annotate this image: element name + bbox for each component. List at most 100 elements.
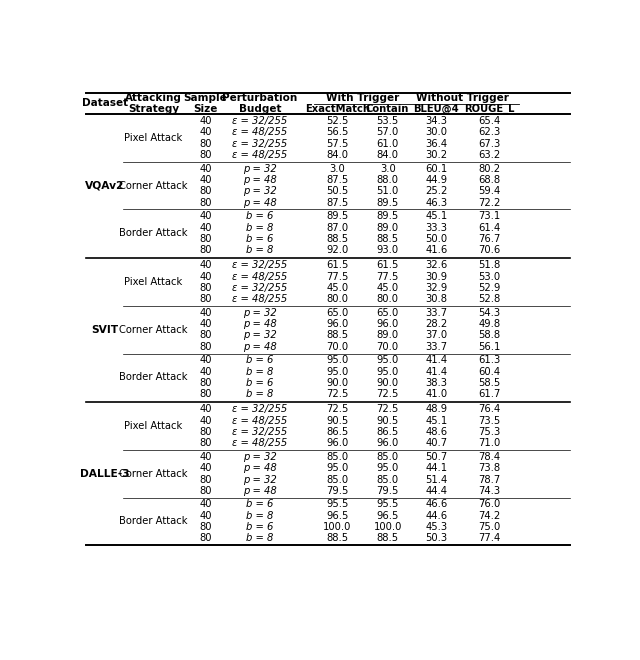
Text: 67.3: 67.3 xyxy=(478,139,500,149)
Text: Pixel Attack: Pixel Attack xyxy=(125,133,183,143)
Text: b = 8: b = 8 xyxy=(246,222,273,232)
Text: Pixel Attack: Pixel Attack xyxy=(125,277,183,287)
Text: ε = 48/255: ε = 48/255 xyxy=(232,127,287,137)
Text: 40: 40 xyxy=(199,416,212,426)
Text: 80: 80 xyxy=(199,389,212,399)
Text: 80: 80 xyxy=(199,342,212,352)
Text: 59.4: 59.4 xyxy=(478,186,500,197)
Text: 40: 40 xyxy=(199,308,212,317)
Text: b = 6: b = 6 xyxy=(246,499,273,510)
Text: p = 48: p = 48 xyxy=(243,342,276,352)
Text: Attacking
Strategy: Attacking Strategy xyxy=(125,92,182,114)
Text: p = 48: p = 48 xyxy=(243,319,276,329)
Text: 50.3: 50.3 xyxy=(426,533,447,543)
Text: 86.5: 86.5 xyxy=(326,427,348,437)
Text: 70.0: 70.0 xyxy=(376,342,399,352)
Text: 40: 40 xyxy=(199,463,212,473)
Text: p = 32: p = 32 xyxy=(243,451,276,462)
Text: 95.0: 95.0 xyxy=(376,355,399,365)
Text: 95.0: 95.0 xyxy=(326,366,348,377)
Text: 61.5: 61.5 xyxy=(376,260,399,270)
Text: 44.6: 44.6 xyxy=(426,511,447,521)
Text: 45.0: 45.0 xyxy=(376,283,399,293)
Text: 58.8: 58.8 xyxy=(478,331,500,341)
Text: 52.9: 52.9 xyxy=(478,283,500,293)
Text: 71.0: 71.0 xyxy=(478,438,500,448)
Text: 30.9: 30.9 xyxy=(426,271,447,282)
Text: 41.0: 41.0 xyxy=(426,389,447,399)
Text: With Trigger: With Trigger xyxy=(326,94,399,104)
Text: 92.0: 92.0 xyxy=(326,246,348,255)
Text: 50.0: 50.0 xyxy=(426,234,447,244)
Text: Sample
Size: Sample Size xyxy=(184,92,227,114)
Text: 40: 40 xyxy=(199,164,212,174)
Text: 46.3: 46.3 xyxy=(426,198,447,208)
Text: 45.3: 45.3 xyxy=(426,522,447,532)
Text: 80.0: 80.0 xyxy=(377,294,399,304)
Text: 77.5: 77.5 xyxy=(376,271,399,282)
Text: 30.2: 30.2 xyxy=(426,150,447,160)
Text: 89.5: 89.5 xyxy=(376,211,399,221)
Text: p = 48: p = 48 xyxy=(243,463,276,473)
Text: 44.1: 44.1 xyxy=(426,463,447,473)
Text: 52.8: 52.8 xyxy=(478,294,500,304)
Text: 88.5: 88.5 xyxy=(326,331,348,341)
Text: b = 6: b = 6 xyxy=(246,234,273,244)
Text: 80: 80 xyxy=(199,139,212,149)
Text: 61.5: 61.5 xyxy=(326,260,349,270)
Text: 73.5: 73.5 xyxy=(478,416,500,426)
Text: ROUGE_L: ROUGE_L xyxy=(464,104,515,114)
Text: 51.8: 51.8 xyxy=(478,260,500,270)
Text: 30.8: 30.8 xyxy=(426,294,447,304)
Text: 87.5: 87.5 xyxy=(326,175,348,185)
Text: 40: 40 xyxy=(199,404,212,414)
Text: 84.0: 84.0 xyxy=(326,150,348,160)
Text: 60.4: 60.4 xyxy=(478,366,500,377)
Text: 76.0: 76.0 xyxy=(478,499,500,510)
Text: 79.5: 79.5 xyxy=(376,486,399,496)
Text: 75.0: 75.0 xyxy=(478,522,500,532)
Text: 41.6: 41.6 xyxy=(426,246,447,255)
Text: 41.4: 41.4 xyxy=(426,366,447,377)
Text: b = 6: b = 6 xyxy=(246,378,273,388)
Text: 96.5: 96.5 xyxy=(326,511,349,521)
Text: p = 48: p = 48 xyxy=(243,486,276,496)
Text: 50.5: 50.5 xyxy=(326,186,348,197)
Text: 93.0: 93.0 xyxy=(376,246,399,255)
Text: 72.5: 72.5 xyxy=(326,404,349,414)
Text: 38.3: 38.3 xyxy=(426,378,447,388)
Text: 88.5: 88.5 xyxy=(376,533,399,543)
Text: 79.5: 79.5 xyxy=(326,486,349,496)
Text: b = 8: b = 8 xyxy=(246,511,273,521)
Text: 41.4: 41.4 xyxy=(426,355,447,365)
Text: b = 6: b = 6 xyxy=(246,355,273,365)
Text: 80: 80 xyxy=(199,198,212,208)
Text: 40: 40 xyxy=(199,175,212,185)
Text: 34.3: 34.3 xyxy=(426,116,447,126)
Text: 84.0: 84.0 xyxy=(377,150,399,160)
Text: 40: 40 xyxy=(199,222,212,232)
Text: 40: 40 xyxy=(199,127,212,137)
Text: 56.5: 56.5 xyxy=(326,127,349,137)
Text: 80: 80 xyxy=(199,475,212,484)
Text: 80: 80 xyxy=(199,331,212,341)
Text: ε = 48/255: ε = 48/255 xyxy=(232,416,287,426)
Text: Corner Attack: Corner Attack xyxy=(120,469,188,478)
Text: 100.0: 100.0 xyxy=(374,522,402,532)
Text: 36.4: 36.4 xyxy=(426,139,447,149)
Text: BLEU@4: BLEU@4 xyxy=(413,104,460,114)
Text: 77.4: 77.4 xyxy=(478,533,500,543)
Text: DALLE-3: DALLE-3 xyxy=(80,469,130,478)
Text: 80: 80 xyxy=(199,378,212,388)
Text: 89.0: 89.0 xyxy=(376,331,399,341)
Text: 95.0: 95.0 xyxy=(326,355,348,365)
Text: 85.0: 85.0 xyxy=(376,451,399,462)
Text: 90.5: 90.5 xyxy=(376,416,399,426)
Text: ε = 48/255: ε = 48/255 xyxy=(232,294,287,304)
Text: 44.4: 44.4 xyxy=(426,486,447,496)
Text: Corner Attack: Corner Attack xyxy=(120,325,188,335)
Text: 80: 80 xyxy=(199,438,212,448)
Text: 40: 40 xyxy=(199,319,212,329)
Text: 87.5: 87.5 xyxy=(326,198,348,208)
Text: 45.1: 45.1 xyxy=(426,211,447,221)
